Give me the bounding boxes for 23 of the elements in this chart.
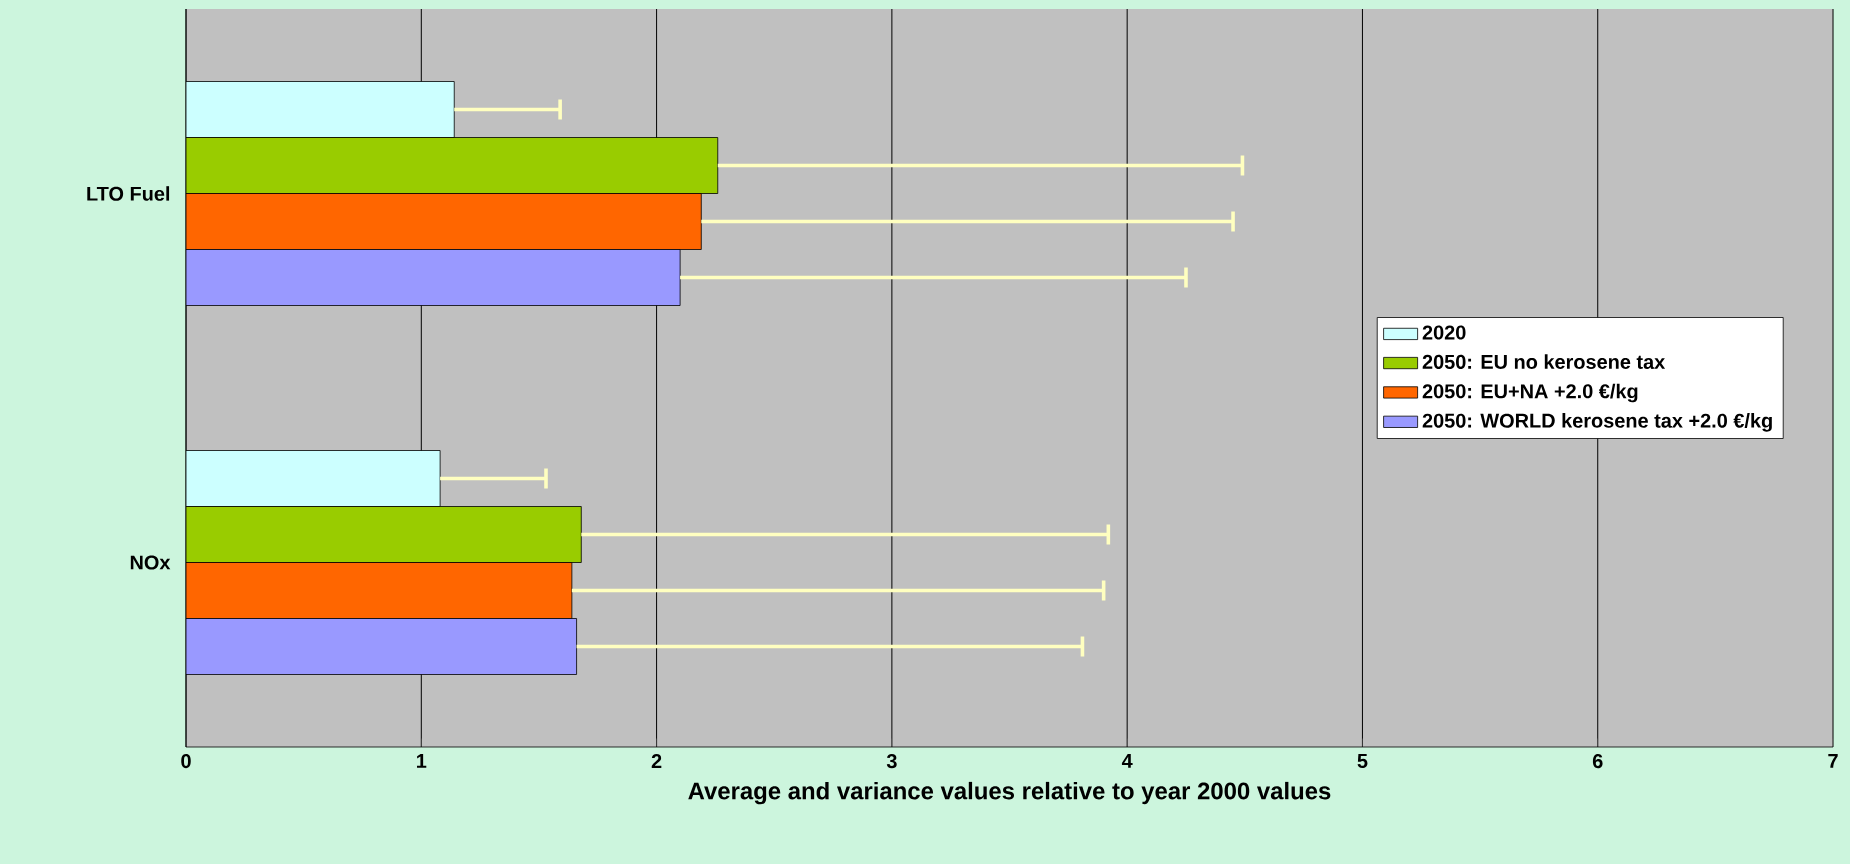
bar: [186, 137, 719, 194]
x-tick-label: 3: [886, 754, 897, 769]
bar: [186, 450, 441, 507]
legend-label: 2050: WORLD kerosene tax +2.0 €/kg: [1422, 413, 1772, 432]
bar: [186, 249, 681, 306]
x-tick-label: 2: [651, 754, 662, 768]
x-tick-label: 1: [417, 754, 427, 768]
x-tick-label: 5: [1357, 754, 1368, 768]
legend-label: 2050: EU+NA +2.0 €/kg: [1422, 383, 1638, 403]
x-tick-label: 4: [1121, 754, 1133, 768]
bar: [186, 562, 573, 619]
y-tick-label: LTO Fuel: [87, 186, 170, 201]
y-tick-label: NOx: [130, 555, 171, 570]
x-tick-label: 7: [1828, 754, 1838, 768]
x-tick-label: 0: [181, 754, 191, 769]
bar: [186, 506, 582, 563]
x-axis-title: Average and variance values relative to year 2000 values: [688, 781, 1331, 805]
legend-label: 2050: EU no kerosene tax: [1422, 354, 1666, 369]
bar: [186, 81, 455, 138]
legend-label: 2020: [1422, 325, 1466, 340]
x-tick-label: 6: [1592, 754, 1603, 769]
bar: [186, 193, 702, 250]
bar: [186, 618, 577, 675]
